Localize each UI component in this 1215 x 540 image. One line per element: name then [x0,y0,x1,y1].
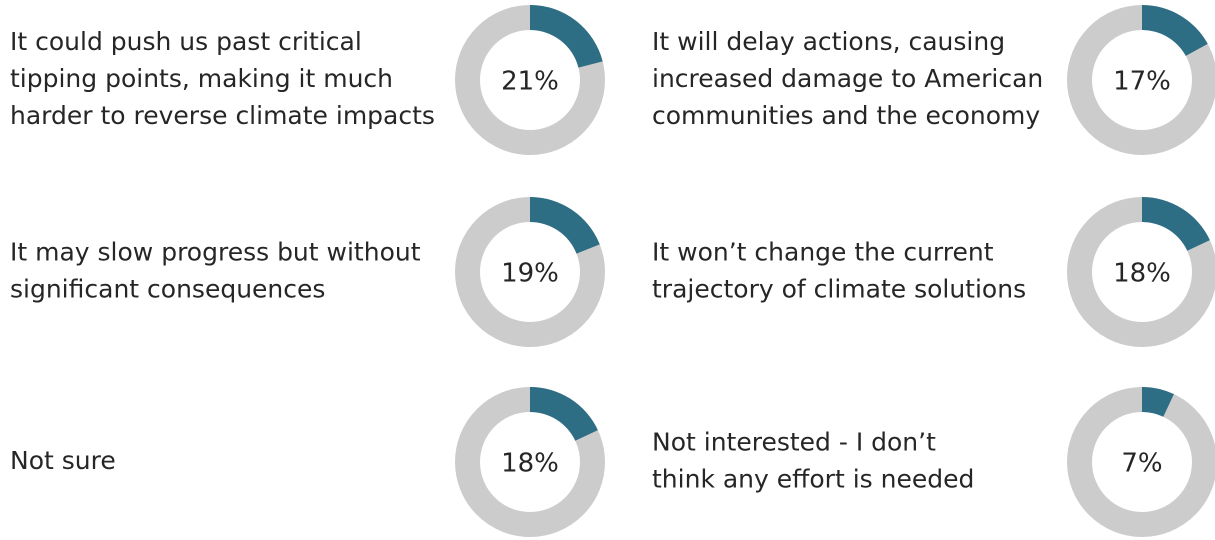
donut-segment [530,5,603,68]
donut-segment [1142,387,1174,417]
item-label: It could push us past critical [10,27,362,56]
item-label: Not sure [10,446,116,475]
item-label: communities and the economy [652,101,1040,130]
value-label: 18% [1113,259,1171,289]
value-label: 19% [501,259,559,289]
item-label: harder to reverse climate impacts [10,101,435,130]
item-label: It may slow progress but without [10,238,421,267]
donut-segment [1142,5,1208,56]
item-label: It will delay actions, causing [652,27,1005,56]
item-label: It won’t change the current [652,238,994,267]
donut-item: Not sure 18% [10,387,605,537]
item-label: tipping points, making it much [10,64,393,93]
item-label: increased damage to American [652,64,1043,93]
value-label: 7% [1121,449,1162,479]
donut-item: It may slow progress but without signific… [10,197,605,347]
donut-item: It could push us past critical tipping po… [10,5,605,155]
item-label: Not interested - I don’t [652,428,936,457]
value-label: 18% [501,449,559,479]
donut-item: Not interested - I don’t think any effort… [652,387,1215,537]
donut-item: It won’t change the current trajectory of… [652,197,1215,347]
donut-segment [530,197,600,254]
item-label: significant consequences [10,275,325,304]
donut-segment [1142,197,1210,251]
item-label: trajectory of climate solutions [652,275,1026,304]
donut-item: It will delay actions, causing increased … [652,5,1215,155]
donut-segment [530,387,598,441]
item-label: think any effort is needed [652,465,974,494]
value-label: 21% [501,67,559,97]
value-label: 17% [1113,67,1171,97]
